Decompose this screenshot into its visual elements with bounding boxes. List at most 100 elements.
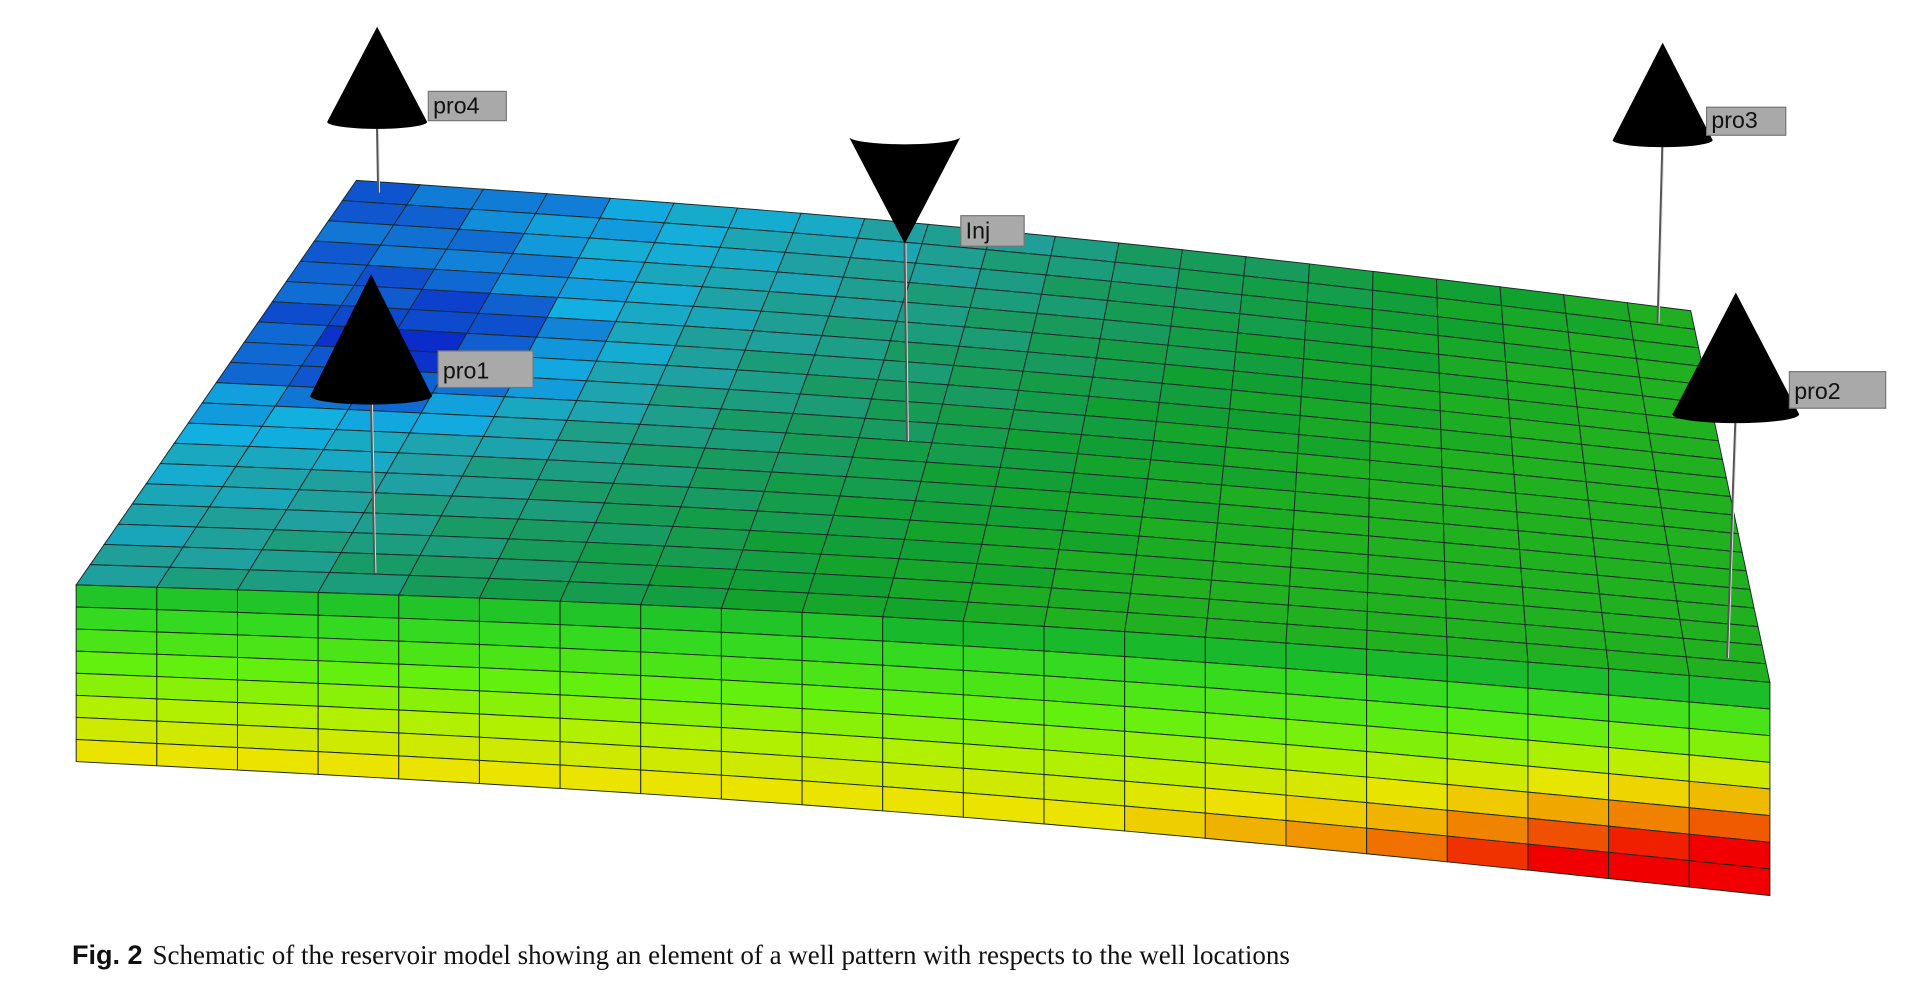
grid-cell-top (201, 382, 290, 407)
grid-cell-top (215, 361, 303, 387)
well-pro3: pro3 (1612, 42, 1787, 323)
grid-cell-top (527, 479, 615, 504)
grid-cell-top (450, 475, 539, 500)
grid-cell-front (720, 774, 803, 806)
grid-cell-top (257, 301, 342, 327)
grid-cell-top (351, 512, 442, 537)
grid-cell-top (261, 529, 354, 554)
grid-cell-front (156, 676, 238, 703)
grid-cell-front (236, 634, 319, 662)
grid-cell-top (419, 535, 510, 560)
grid-cell-top (145, 463, 237, 488)
grid-cell-front (559, 624, 642, 653)
grid-cell-top (577, 541, 666, 567)
well-label: pro3 (1711, 107, 1757, 133)
well-bore (1656, 140, 1664, 323)
grid-cell-front (75, 716, 158, 744)
grid-cell-front (478, 690, 561, 719)
grid-cell-top (472, 435, 559, 461)
producer-cone-icon (1672, 292, 1800, 424)
grid-cell-front (156, 653, 238, 681)
grid-cell-front (317, 682, 400, 711)
producer-cone-icon (310, 274, 432, 405)
grid-cell-front (156, 720, 238, 749)
grid-cell-top (335, 409, 422, 434)
grid-cell-front (478, 597, 561, 626)
grid-cell-top (568, 561, 658, 586)
well-label-box (960, 215, 1025, 247)
grid-cell-front (801, 780, 884, 812)
well-pro1: pro1 (310, 274, 534, 573)
grid-cell-top (75, 564, 171, 588)
grid-cell-front (478, 759, 561, 789)
well-bore (903, 243, 909, 442)
grid-cell-top (440, 495, 529, 520)
well-label-box (437, 350, 534, 389)
well-label-box (1788, 371, 1887, 409)
grid-cell-front (236, 701, 319, 730)
grid-cell-front (559, 764, 642, 795)
grid-cell-front (398, 617, 480, 646)
grid-cell-top (408, 412, 495, 437)
well-inj: Inj (848, 136, 1025, 442)
grid-cell-top (187, 402, 277, 427)
grid-cell-top (173, 422, 263, 447)
grid-cell-front (156, 742, 238, 771)
well-label: Inj (966, 218, 990, 244)
well-pro2: pro2 (1672, 292, 1887, 659)
grid-cell-front (75, 584, 158, 611)
grid-cell-top (310, 449, 400, 474)
grid-cell-front (398, 755, 480, 785)
grid-cell-top (517, 498, 606, 524)
grid-cell-front (75, 694, 158, 722)
grid-cell-front (640, 604, 722, 633)
grid-cell-front (317, 705, 400, 734)
grid-cell-top (221, 466, 313, 491)
reservoir-grid (75, 179, 1771, 897)
grid-cell-top (243, 321, 329, 347)
grid-cell-top (420, 392, 506, 418)
grid-cell-front (317, 591, 400, 619)
grid-cell-top (498, 538, 588, 563)
grid-cell-top (374, 472, 464, 497)
grid-cell-front (236, 746, 319, 775)
grid-cell-top (89, 543, 185, 568)
grid-cell-front (156, 609, 238, 636)
grid-cell-front (156, 698, 238, 726)
grid-cell-front (398, 640, 480, 669)
figure-caption: Fig. 2 Schematic of the reservoir model s… (72, 940, 1290, 971)
grid-cell-front (317, 751, 400, 780)
grid-cell-top (159, 442, 250, 468)
grid-cell-front (478, 643, 561, 672)
grid-cell-top (397, 432, 485, 457)
grid-cell-top (317, 572, 411, 596)
grid-cell-top (248, 549, 342, 574)
grid-cell-top (103, 523, 198, 548)
well-bore-highlight (1658, 140, 1665, 323)
grid-cell-top (131, 483, 224, 508)
grid-cell-top (195, 506, 288, 531)
grid-cell-front (398, 663, 480, 692)
figure-number: Fig. 2 (72, 940, 143, 970)
grid-cell-top (397, 574, 490, 599)
grid-cell-top (408, 555, 500, 579)
grid-cell-front (156, 586, 238, 613)
grid-cell-front (640, 627, 722, 657)
grid-cell-front (317, 637, 400, 665)
grid-cell-top (461, 455, 549, 481)
well-label: pro4 (433, 92, 479, 118)
grid-cell-top (117, 503, 211, 528)
injector-cone-icon (848, 136, 961, 244)
grid-cell-top (322, 429, 411, 454)
grid-cell-top (429, 515, 520, 540)
grid-cell-top (285, 489, 377, 514)
well-label-box (427, 90, 507, 122)
grid-cell-top (385, 452, 474, 477)
well-bore-highlight (371, 396, 377, 573)
grid-cell-top (559, 581, 650, 606)
grid-cell-front (75, 606, 158, 633)
grid-cell-front (236, 679, 319, 707)
grid-cell-front (236, 656, 319, 684)
wells: pro4 pro1 Inj pro3 pro2 (310, 26, 1887, 659)
